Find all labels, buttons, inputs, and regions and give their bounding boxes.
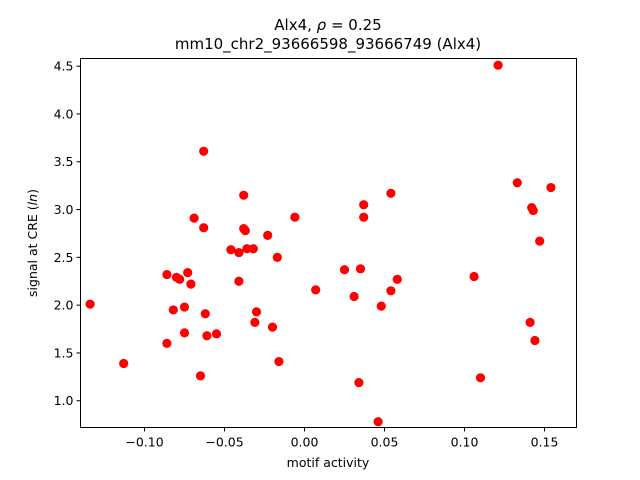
data-point-52 (528, 205, 538, 216)
y-label-prefix: signal at CRE ( (25, 205, 40, 297)
data-point-37 (354, 377, 364, 388)
x-tick-label: −0.10 (125, 435, 163, 450)
data-point-4 (162, 338, 172, 348)
x-axis-ticks: −0.10 −0.05 0.00 0.05 0.10 0.15 (125, 427, 559, 450)
data-point-14 (199, 146, 209, 156)
data-point-5 (168, 305, 178, 315)
y-label-ln: ln (25, 194, 40, 205)
data-point-32 (274, 356, 284, 367)
y-tick-label: 4.5 (54, 59, 74, 74)
x-tick-label: −0.05 (205, 435, 243, 450)
data-point-13 (195, 371, 206, 381)
y-tick-label: 3.0 (54, 202, 74, 217)
data-point-15 (199, 223, 209, 233)
data-point-8 (179, 302, 190, 312)
y-axis-label: signal at CRE (ln) (25, 189, 40, 297)
data-point-7 (175, 274, 185, 284)
y-tick-label: 1.0 (54, 393, 74, 408)
data-point-2 (119, 358, 129, 369)
data-point-24 (240, 225, 250, 236)
data-point-38 (355, 264, 366, 274)
data-point-41 (373, 417, 383, 427)
y-tick-label: 3.5 (54, 154, 74, 169)
data-point-43 (386, 188, 396, 198)
data-point-46 (469, 271, 479, 282)
data-point-26 (248, 244, 258, 254)
data-point-1 (85, 299, 95, 309)
data-point-48 (493, 60, 503, 70)
data-point-25 (242, 244, 252, 254)
data-point-21 (234, 247, 244, 258)
data-point-35 (339, 265, 350, 275)
data-point-28 (251, 307, 262, 317)
data-point-44 (386, 286, 396, 296)
y-label-suffix: ) (25, 189, 40, 194)
title-rho-symbol: ρ (317, 16, 327, 34)
x-tick-label: 0.10 (451, 435, 479, 450)
x-tick-label: 0.00 (291, 435, 319, 450)
data-point-30 (267, 322, 278, 332)
chart-title-line-1: Alx4, ρ = 0.25 (274, 16, 381, 34)
chart-title-line-2: mm10_chr2_93666598_93666749 (Alx4) (175, 35, 481, 54)
data-point-33 (290, 212, 300, 222)
x-axis-label: motif activity (287, 455, 370, 470)
data-points (85, 60, 556, 427)
data-point-49 (512, 178, 522, 188)
data-point-27 (250, 317, 260, 327)
data-point-18 (211, 329, 222, 339)
y-tick-label: 2.0 (54, 298, 74, 313)
data-point-19 (226, 245, 236, 255)
y-tick-label: 2.5 (54, 250, 74, 265)
data-point-53 (530, 335, 540, 346)
axes-frame (80, 58, 577, 428)
data-point-36 (349, 291, 359, 302)
data-point-42 (376, 301, 386, 311)
x-tick-label: 0.05 (371, 435, 399, 450)
data-point-29 (263, 230, 273, 240)
data-point-10 (183, 268, 193, 278)
data-point-3 (162, 269, 172, 280)
data-point-47 (475, 373, 486, 383)
data-point-9 (179, 328, 190, 338)
data-point-40 (359, 212, 369, 222)
data-point-22 (239, 190, 249, 200)
data-point-20 (234, 276, 244, 286)
x-tick-label: 0.15 (531, 435, 559, 450)
data-point-12 (189, 213, 199, 223)
y-tick-label: 4.0 (54, 106, 74, 121)
data-point-16 (200, 309, 210, 319)
data-point-31 (272, 252, 282, 262)
data-point-39 (359, 200, 369, 210)
data-point-34 (311, 285, 321, 295)
data-point-17 (202, 331, 212, 341)
title-rho-value: = 0.25 (326, 16, 382, 34)
data-point-55 (546, 182, 556, 193)
data-point-54 (535, 236, 545, 246)
plot-area (80, 58, 577, 428)
y-tick-label: 1.5 (54, 345, 74, 360)
title-gene-prefix: Alx4, (274, 16, 316, 34)
data-point-45 (392, 274, 402, 284)
data-point-11 (186, 279, 196, 289)
data-point-50 (525, 317, 535, 327)
y-axis-ticks: 1.0 1.5 2.0 2.5 3.0 3.5 4.0 4.5 (54, 59, 81, 408)
